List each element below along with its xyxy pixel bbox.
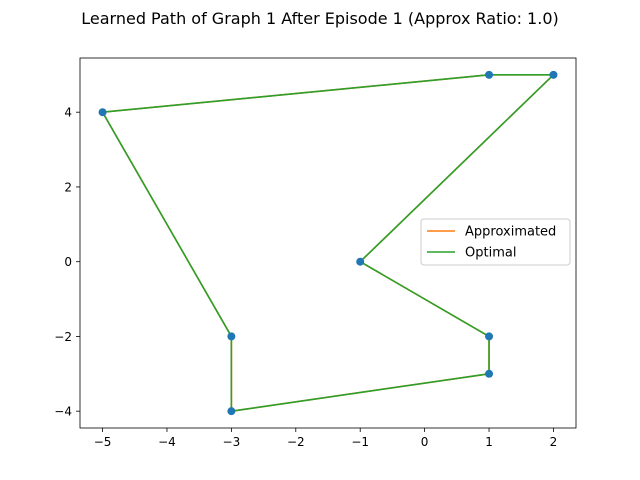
data-point <box>227 407 236 416</box>
data-point <box>485 369 494 378</box>
data-point <box>227 332 236 341</box>
x-tick-label: 1 <box>485 435 493 449</box>
points-layer <box>98 70 558 416</box>
chart-title: Learned Path of Graph 1 After Episode 1 … <box>81 9 559 28</box>
y-tick-label: 2 <box>64 180 72 194</box>
x-tick-label: 0 <box>421 435 429 449</box>
data-point <box>485 70 494 79</box>
legend-label-optimal: Optimal <box>465 246 516 261</box>
data-point <box>549 70 558 79</box>
y-tick-label: 4 <box>64 106 72 120</box>
x-tick-label: −2 <box>287 435 305 449</box>
y-tick-label: 0 <box>64 255 72 269</box>
y-tick-label: −2 <box>54 330 72 344</box>
data-point <box>98 108 107 117</box>
legend: Approximated Optimal <box>420 218 571 266</box>
legend-box <box>420 218 571 266</box>
y-axis: −4 −2 0 2 4 <box>54 106 80 419</box>
legend-label-approximated: Approximated <box>465 225 556 240</box>
plot-frame <box>79 57 577 429</box>
data-point <box>485 332 494 341</box>
x-axis: −5 −4 −3 −2 −1 0 1 2 <box>94 428 558 449</box>
y-tick-label: −4 <box>54 405 72 419</box>
x-tick-label: 2 <box>550 435 558 449</box>
x-tick-label: −3 <box>223 435 241 449</box>
x-tick-label: −4 <box>158 435 176 449</box>
data-point <box>356 257 365 266</box>
x-tick-label: −5 <box>94 435 112 449</box>
x-tick-label: −1 <box>351 435 369 449</box>
